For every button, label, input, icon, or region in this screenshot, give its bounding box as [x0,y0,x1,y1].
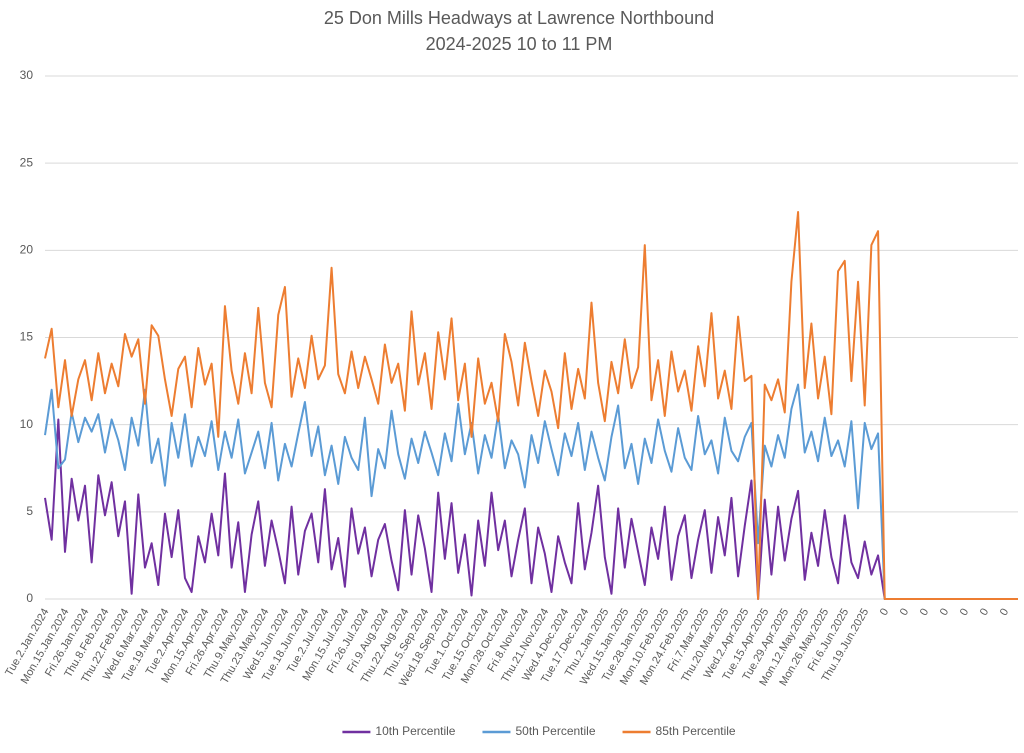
x-tick-label: 0 [938,607,951,618]
x-tick-label: 0 [878,607,891,618]
x-tick-label: 0 [898,607,911,618]
y-tick-label: 15 [20,330,34,344]
x-tick-label: 0 [998,607,1011,618]
x-tick-label: 0 [918,607,931,618]
chart-subtitle: 2024-2025 10 to 11 PM [426,34,613,54]
legend-label: 85th Percentile [656,724,736,738]
x-tick-label: 0 [958,607,971,618]
y-tick-label: 25 [20,155,34,169]
legend-label: 10th Percentile [375,724,455,738]
x-tick-label: 0 [978,607,991,618]
series-line [44,418,1018,600]
y-tick-label: 30 [20,68,34,82]
y-tick-label: 5 [26,504,33,518]
legend-label: 50th Percentile [515,724,595,738]
chart-title: 25 Don Mills Headways at Lawrence Northb… [324,8,714,28]
series-line [44,210,1018,600]
series-line [44,383,1018,600]
y-tick-label: 20 [20,243,34,257]
y-tick-label: 10 [20,417,34,431]
y-tick-label: 0 [26,591,33,605]
